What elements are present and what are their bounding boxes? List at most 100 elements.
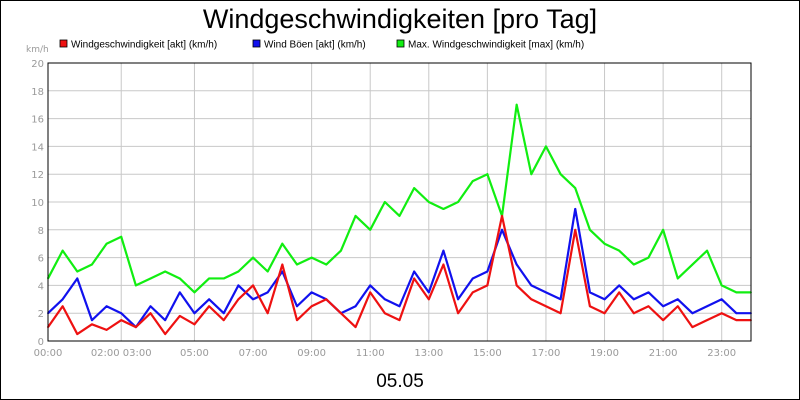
data-point: [164, 270, 167, 273]
data-point: [691, 263, 694, 266]
legend-item: Max. Windgeschwindigkeit [max] (km/h): [396, 40, 584, 51]
data-point: [120, 235, 123, 238]
y-tick-label: 4: [38, 281, 44, 292]
series-line: [47, 103, 751, 294]
y-axis-unit: km/h: [26, 45, 49, 55]
data-point: [61, 298, 64, 301]
data-point: [691, 312, 694, 315]
data-point: [105, 242, 108, 245]
data-point: [427, 291, 430, 294]
data-point: [603, 242, 606, 245]
x-tick-label: 17:00: [532, 348, 561, 359]
data-point: [559, 298, 562, 301]
data-point: [296, 263, 298, 266]
data-point: [691, 326, 694, 328]
data-point: [735, 312, 738, 315]
data-point: [720, 284, 723, 287]
data-point: [398, 319, 401, 322]
data-point: [603, 312, 606, 315]
y-tick-label: 12: [31, 170, 44, 181]
data-point: [237, 298, 240, 301]
data-point: [574, 228, 577, 231]
y-tick-label: 10: [31, 198, 44, 209]
series-layer: [47, 103, 752, 336]
data-point: [354, 215, 357, 217]
data-point: [164, 333, 167, 335]
data-point: [471, 277, 474, 280]
data-point: [178, 291, 181, 294]
data-point: [149, 312, 152, 315]
data-point: [91, 263, 93, 266]
legend-label: Wind Böen [akt] (km/h): [264, 40, 366, 51]
x-tick-label: 02:00 03:00: [91, 348, 152, 359]
data-point: [574, 187, 577, 190]
data-point: [545, 145, 547, 148]
data-point: [281, 242, 284, 245]
data-point: [237, 270, 240, 273]
data-point: [193, 312, 196, 315]
data-point: [193, 323, 196, 326]
data-point: [676, 298, 679, 301]
data-point: [310, 256, 313, 259]
data-point: [457, 312, 459, 315]
data-point: [735, 319, 738, 322]
data-point: [588, 305, 591, 308]
series-0: [47, 214, 752, 336]
data-point: [603, 298, 606, 301]
data-point: [486, 270, 489, 273]
y-tick-label: 2: [38, 309, 44, 320]
data-point: [662, 228, 665, 231]
data-point: [515, 263, 518, 266]
data-point: [706, 305, 708, 308]
data-point: [340, 312, 342, 315]
x-tick-label: 00:00: [34, 348, 63, 359]
data-point: [515, 103, 518, 106]
data-point: [486, 284, 489, 287]
data-point: [281, 263, 284, 266]
chart-title: Windgeschwindigkeiten [pro Tag]: [203, 4, 597, 34]
data-point: [457, 298, 459, 301]
x-tick-label: 23:00: [707, 348, 736, 359]
data-point: [471, 180, 474, 183]
data-point: [647, 305, 650, 308]
data-point: [735, 291, 738, 294]
data-point: [134, 284, 137, 287]
data-point: [398, 215, 401, 217]
data-point: [574, 208, 577, 210]
data-point: [720, 298, 723, 301]
x-tick-label: 07:00: [239, 348, 268, 359]
data-point: [340, 249, 342, 252]
data-point: [76, 277, 79, 280]
y-tick-label: 14: [31, 142, 44, 153]
data-point: [120, 319, 123, 322]
y-tick-label: 8: [38, 226, 44, 237]
data-point: [515, 284, 518, 287]
data-point: [354, 305, 357, 308]
data-point: [427, 201, 430, 203]
data-point: [632, 298, 635, 301]
plot-area-border: [47, 62, 752, 342]
data-point: [369, 228, 372, 231]
y-tick-label: 6: [38, 254, 44, 265]
x-tick-label: 05:00: [180, 348, 209, 359]
data-point: [545, 305, 547, 308]
x-axis-ticks: 00:00 02:00 03:00 05:00 07:00 09:00 11:00 13:0…: [34, 348, 737, 359]
data-point: [296, 319, 298, 322]
data-point: [369, 284, 372, 287]
data-point: [632, 263, 635, 266]
data-point: [266, 270, 269, 273]
data-point: [632, 312, 635, 315]
data-point: [178, 315, 181, 317]
data-point: [310, 305, 313, 308]
data-point: [413, 270, 416, 273]
data-point: [442, 249, 445, 252]
data-point: [383, 201, 386, 203]
legend-item: Wind Böen [akt] (km/h): [252, 40, 366, 51]
y-tick-label: 18: [31, 87, 44, 98]
data-point: [208, 305, 211, 308]
data-point: [457, 201, 459, 203]
date-label: 05.05: [376, 371, 424, 392]
data-point: [530, 284, 533, 287]
data-point: [618, 249, 621, 252]
